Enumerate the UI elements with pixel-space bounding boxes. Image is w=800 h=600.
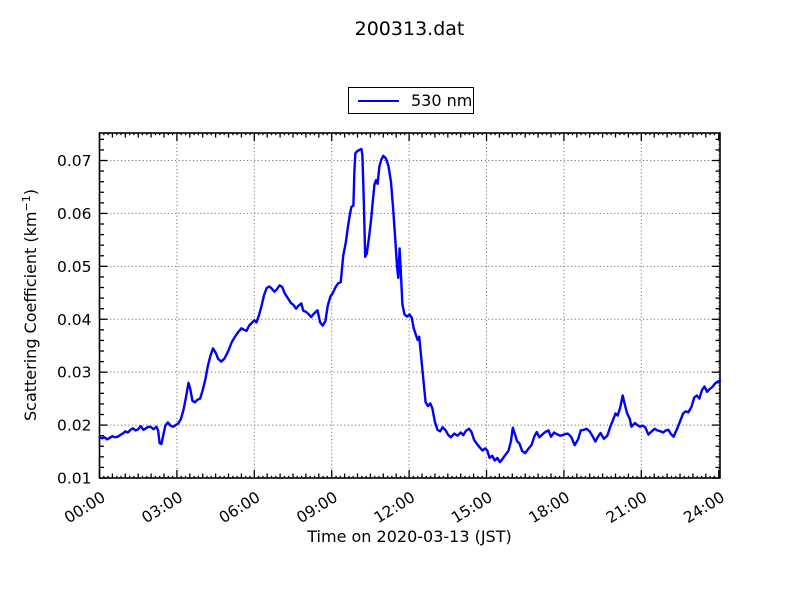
x-tick-label: 15:00	[448, 488, 495, 527]
chart-title: 200313.dat	[354, 18, 465, 40]
grid	[99, 133, 720, 478]
y-tick-labels: 0.01 0.02 0.03 0.04 0.05 0.06 0.07	[57, 152, 92, 487]
y-tick-label: 0.04	[57, 311, 92, 329]
legend: 530 nm	[348, 87, 474, 114]
y-tick-label: 0.06	[57, 205, 92, 223]
x-tick-label: 21:00	[603, 488, 650, 527]
x-tick-label: 18:00	[526, 488, 573, 527]
x-tick-label: 03:00	[139, 488, 186, 527]
x-tick-labels: 00:00 03:00 06:00 09:00 12:00 15:00 18:00 21:00…	[61, 488, 728, 527]
y-tick-label: 0.01	[57, 470, 92, 488]
y-axis-label-text: Scattering Coefficient (km	[21, 211, 40, 421]
x-tick-label: 12:00	[371, 488, 418, 527]
legend-line-sample	[358, 99, 399, 102]
y-tick-label: 0.03	[57, 364, 92, 382]
y-tick-label: 0.02	[57, 417, 92, 435]
plot-frame	[98, 132, 721, 479]
axis-ticks	[98, 133, 720, 479]
y-axis-label-close: )	[21, 189, 40, 196]
legend-label: 530 nm	[411, 91, 473, 110]
x-tick-label: 00:00	[61, 488, 108, 527]
x-tick-label: 06:00	[216, 488, 263, 527]
x-tick-label: 24:00	[680, 488, 727, 527]
y-tick-label: 0.05	[57, 258, 92, 276]
y-axis-label-superscript: −1	[20, 195, 33, 212]
y-tick-label: 0.07	[57, 152, 92, 170]
series-line-530-nm	[98, 147, 722, 464]
y-axis-label: Scattering Coefficient (km−1)	[20, 189, 40, 421]
x-axis-label: Time on 2020-03-13 (JST)	[307, 527, 512, 546]
x-tick-label: 09:00	[293, 488, 340, 527]
